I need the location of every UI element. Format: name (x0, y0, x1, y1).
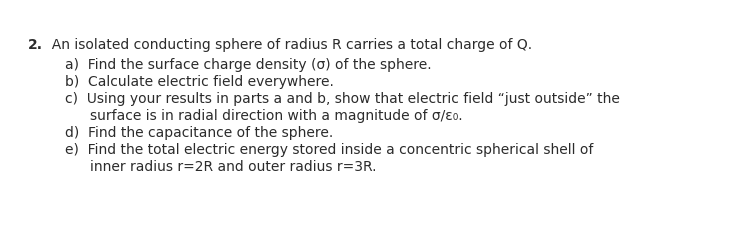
Text: b)  Calculate electric field everywhere.: b) Calculate electric field everywhere. (65, 75, 334, 89)
Text: 2.: 2. (28, 38, 43, 52)
Text: d)  Find the capacitance of the sphere.: d) Find the capacitance of the sphere. (65, 126, 334, 140)
Text: c)  Using your results in parts a and b, show that electric field “just outside”: c) Using your results in parts a and b, … (65, 92, 620, 106)
Text: surface is in radial direction with a magnitude of σ/ε₀.: surface is in radial direction with a ma… (90, 109, 463, 123)
Text: inner radius r=2R and outer radius r=3R.: inner radius r=2R and outer radius r=3R. (90, 160, 377, 174)
Text: e)  Find the total electric energy stored inside a concentric spherical shell of: e) Find the total electric energy stored… (65, 143, 594, 157)
Text: An isolated conducting sphere of radius R carries a total charge of Q.: An isolated conducting sphere of radius … (43, 38, 532, 52)
Text: a)  Find the surface charge density (σ) of the sphere.: a) Find the surface charge density (σ) o… (65, 58, 432, 72)
